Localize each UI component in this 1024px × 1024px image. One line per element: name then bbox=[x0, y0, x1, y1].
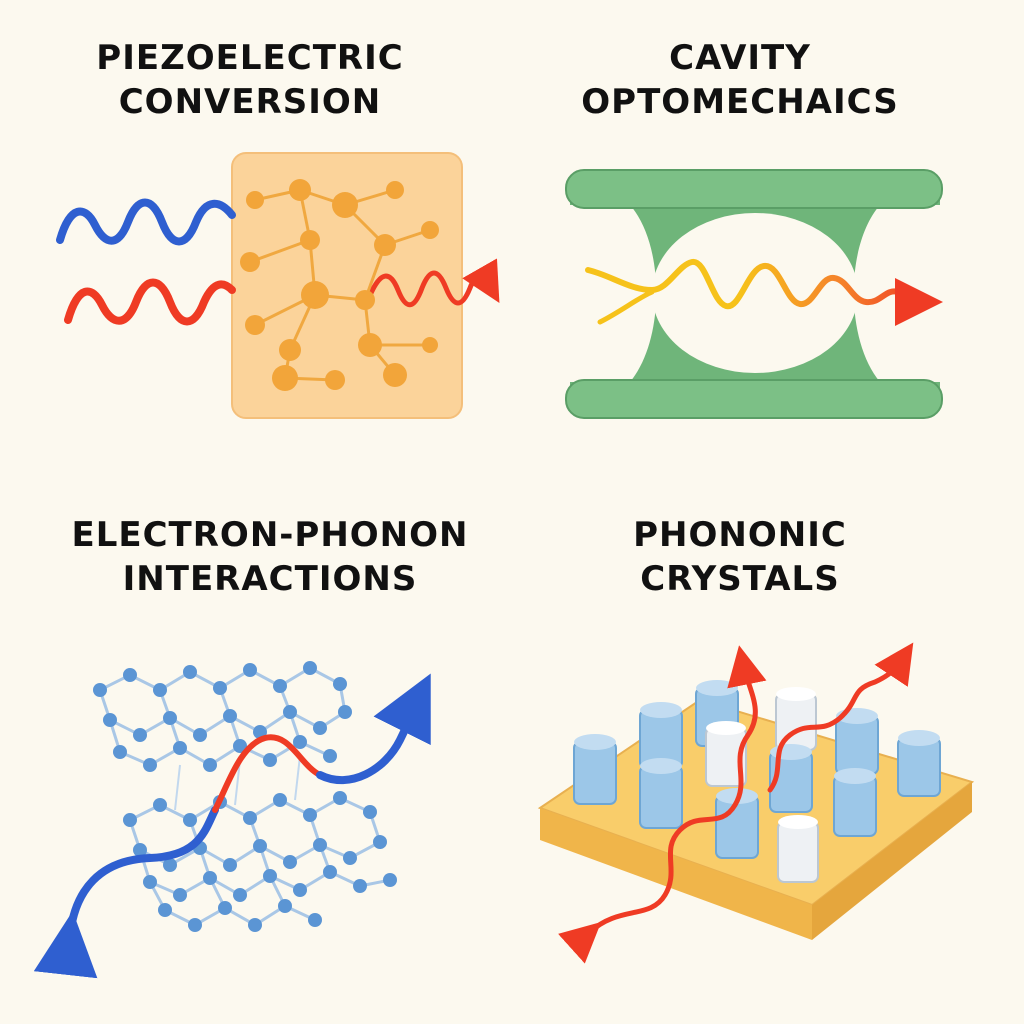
title-line: CONVERSION bbox=[118, 82, 382, 122]
title-line: CAVITY bbox=[669, 38, 811, 78]
substrate-side bbox=[812, 782, 972, 940]
blue-wave bbox=[56, 198, 236, 246]
phonon-wave-main bbox=[558, 645, 767, 964]
title-line: ELECTRON-PHONON bbox=[71, 515, 469, 555]
panel-title-phononic: PHONONIC CRYSTALS bbox=[520, 513, 960, 601]
phonon-wave-secondary bbox=[767, 642, 914, 793]
title-line: OPTOMECHAICS bbox=[581, 82, 899, 122]
electron-path bbox=[33, 806, 219, 979]
bottom-mirror bbox=[565, 379, 943, 419]
cavity-opening bbox=[652, 213, 858, 373]
electron-phonon-illustration bbox=[33, 661, 431, 979]
red-wave bbox=[64, 278, 236, 326]
top-mirror bbox=[565, 169, 943, 209]
title-line: INTERACTIONS bbox=[122, 559, 418, 599]
light-wave bbox=[585, 259, 943, 326]
red-wave-output bbox=[365, 258, 500, 308]
panel-title-cavity: CAVITY OPTOMECHAICS bbox=[520, 36, 960, 124]
panel-title-piezoelectric: PIEZOELECTRIC CONVERSION bbox=[20, 36, 480, 124]
light-wave-branch bbox=[597, 289, 655, 325]
cavity-illustration bbox=[565, 169, 943, 419]
title-line: CRYSTALS bbox=[640, 559, 840, 599]
electron-path-out bbox=[316, 673, 431, 784]
phononic-crystal-illustration bbox=[537, 642, 975, 964]
piezoelectric-illustration bbox=[56, 152, 500, 419]
title-line: PHONONIC bbox=[633, 515, 847, 555]
panel-title-electron-phonon: ELECTRON-PHONON INTERACTIONS bbox=[20, 513, 520, 601]
title-line: PIEZOELECTRIC bbox=[96, 38, 404, 78]
phonon-path bbox=[212, 734, 323, 813]
